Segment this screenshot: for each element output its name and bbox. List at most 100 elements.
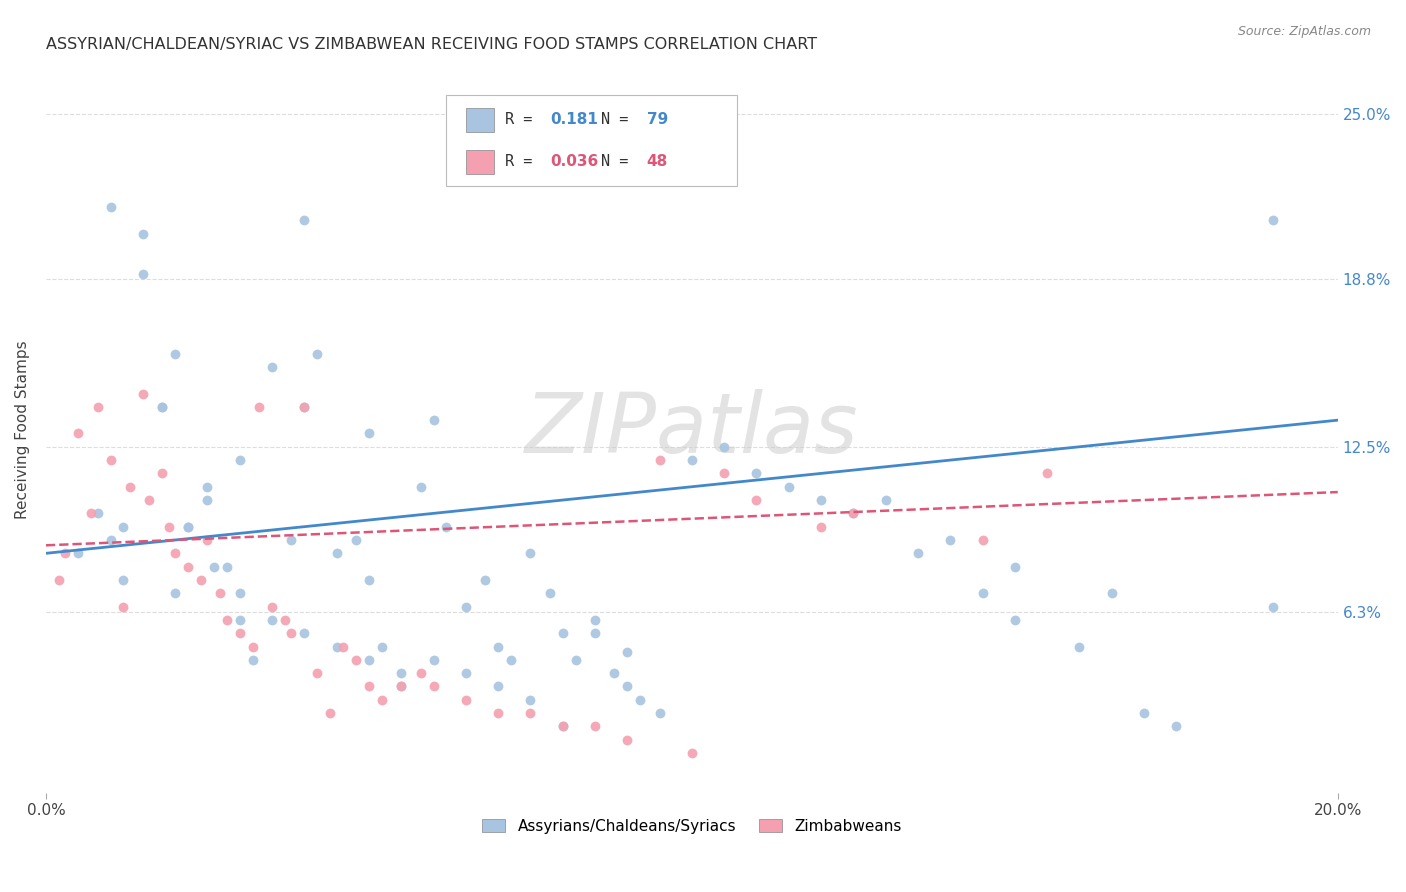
Point	[280, 626, 302, 640]
Point	[229, 586, 252, 600]
Point	[389, 666, 412, 681]
Point	[197, 533, 219, 547]
Point	[551, 719, 574, 733]
Text: N =: N =	[602, 153, 638, 169]
Point	[1101, 586, 1123, 600]
Point	[157, 519, 180, 533]
Point	[519, 693, 541, 707]
Point	[648, 453, 671, 467]
Point	[713, 440, 735, 454]
Point	[307, 346, 329, 360]
Point	[357, 680, 380, 694]
Point	[229, 453, 252, 467]
Point	[551, 719, 574, 733]
Point	[132, 227, 155, 241]
Point	[1004, 559, 1026, 574]
Point	[842, 507, 865, 521]
Point	[332, 640, 354, 654]
Point	[260, 359, 283, 374]
Point	[371, 693, 394, 707]
Point	[307, 666, 329, 681]
Point	[972, 533, 994, 547]
Point	[165, 546, 187, 560]
Point	[616, 680, 638, 694]
Point	[177, 559, 200, 574]
Bar	[465, 150, 495, 174]
Point	[242, 653, 264, 667]
Point	[681, 746, 703, 760]
Point	[499, 653, 522, 667]
Point	[86, 400, 108, 414]
Point	[118, 480, 141, 494]
Point	[215, 613, 238, 627]
Point	[344, 533, 367, 547]
Point	[150, 467, 173, 481]
Point	[100, 453, 122, 467]
Point	[215, 559, 238, 574]
Point	[80, 507, 103, 521]
Point	[260, 613, 283, 627]
Point	[1263, 599, 1285, 614]
Point	[939, 533, 962, 547]
Point	[132, 267, 155, 281]
Point	[112, 519, 135, 533]
Text: R =: R =	[505, 112, 541, 127]
Point	[972, 586, 994, 600]
Point	[1004, 613, 1026, 627]
Point	[538, 586, 561, 600]
Point	[319, 706, 342, 720]
Text: R =: R =	[505, 153, 541, 169]
Point	[616, 732, 638, 747]
Point	[603, 666, 626, 681]
Point	[177, 519, 200, 533]
Point	[454, 666, 477, 681]
Point	[112, 573, 135, 587]
Point	[280, 533, 302, 547]
Point	[648, 706, 671, 720]
Point	[202, 559, 225, 574]
Y-axis label: Receiving Food Stamps: Receiving Food Stamps	[15, 340, 30, 519]
Point	[67, 426, 90, 441]
Text: N =: N =	[602, 112, 638, 127]
Point	[616, 645, 638, 659]
Point	[454, 693, 477, 707]
Point	[681, 453, 703, 467]
Point	[583, 719, 606, 733]
Bar	[465, 108, 495, 132]
Point	[454, 599, 477, 614]
Point	[197, 493, 219, 508]
Point	[100, 200, 122, 214]
Point	[422, 413, 444, 427]
Point	[810, 493, 832, 508]
Point	[100, 533, 122, 547]
Point	[138, 493, 160, 508]
Point	[583, 626, 606, 640]
Point	[810, 519, 832, 533]
Point	[53, 546, 76, 560]
Point	[628, 693, 651, 707]
Point	[422, 680, 444, 694]
Point	[422, 653, 444, 667]
Point	[325, 546, 347, 560]
Point	[177, 519, 200, 533]
Point	[48, 573, 70, 587]
Point	[67, 546, 90, 560]
Point	[474, 573, 496, 587]
Point	[292, 213, 315, 227]
Point	[209, 586, 232, 600]
Point	[197, 480, 219, 494]
Point	[519, 546, 541, 560]
Text: 48: 48	[647, 153, 668, 169]
Text: 0.036: 0.036	[550, 153, 598, 169]
Point	[713, 467, 735, 481]
Text: ZIPatlas: ZIPatlas	[524, 389, 859, 470]
Point	[486, 680, 509, 694]
Point	[519, 706, 541, 720]
Point	[242, 640, 264, 654]
Point	[745, 467, 768, 481]
Point	[842, 507, 865, 521]
FancyBboxPatch shape	[447, 95, 737, 186]
Point	[260, 599, 283, 614]
Point	[165, 586, 187, 600]
Point	[1263, 213, 1285, 227]
